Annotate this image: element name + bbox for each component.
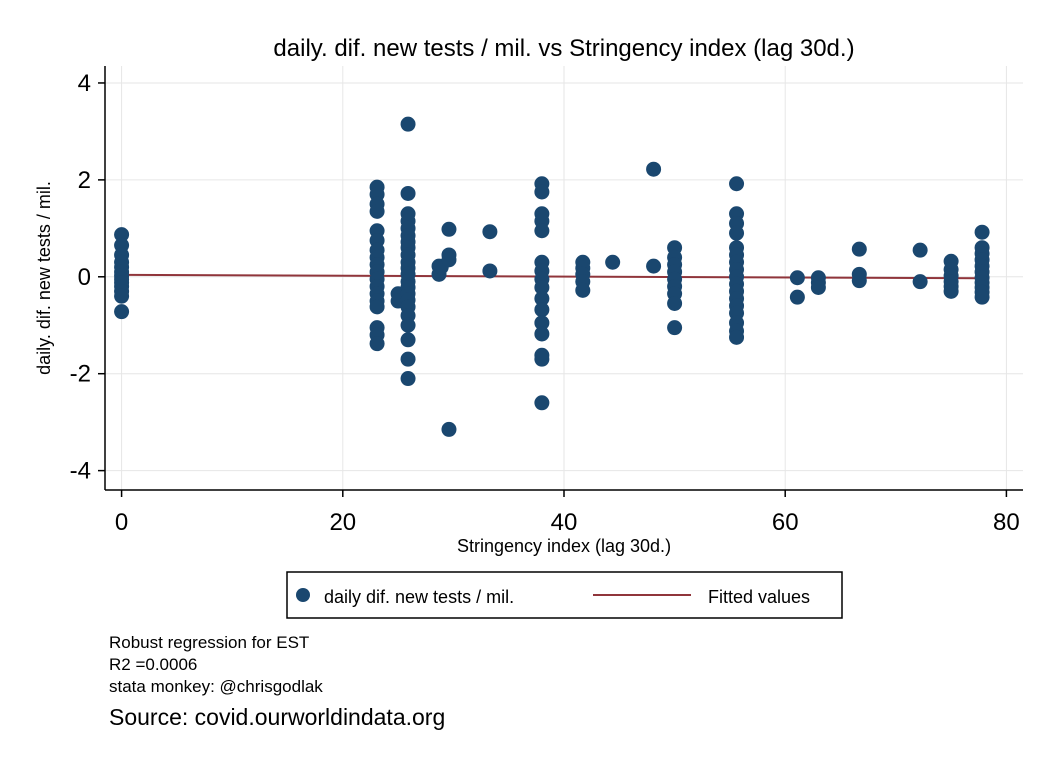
source-text: Source: covid.ourworldindata.org (109, 704, 446, 730)
chart-title: daily. dif. new tests / mil. vs Stringen… (273, 35, 854, 62)
note-regression: Robust regression for EST (109, 633, 310, 652)
data-point (789, 289, 805, 305)
x-axis-label: Stringency index (lag 30d.) (457, 536, 671, 556)
data-point (441, 421, 457, 437)
data-point (943, 283, 959, 299)
data-point (534, 184, 550, 200)
data-point (441, 252, 457, 268)
note-r2: R2 =0.0006 (109, 655, 198, 674)
data-point (729, 225, 745, 241)
note-author: stata monkey: @chrisgodlak (109, 677, 323, 696)
data-point (369, 203, 385, 219)
y-tick-label: -4 (70, 458, 91, 485)
data-point (534, 326, 550, 342)
data-point (369, 336, 385, 352)
y-tick-label: 0 (78, 264, 91, 291)
data-point (789, 270, 805, 286)
data-point (646, 161, 662, 177)
x-tick-label: 80 (993, 509, 1020, 536)
legend: daily dif. new tests / mil. Fitted value… (286, 571, 843, 619)
data-point (400, 332, 416, 348)
data-point (667, 320, 683, 336)
data-point (482, 263, 498, 279)
data-point (400, 317, 416, 333)
legend-label-fit: Fitted values (708, 587, 810, 607)
data-point (534, 395, 550, 411)
data-point (114, 227, 130, 243)
data-point (534, 315, 550, 331)
x-tick-label: 60 (772, 509, 799, 536)
grid (105, 66, 1023, 490)
data-point (400, 371, 416, 387)
data-point (534, 291, 550, 307)
data-point (441, 221, 457, 237)
data-point (575, 282, 591, 298)
legend-marker-points (296, 588, 310, 602)
x-tick-label: 0 (115, 509, 128, 536)
x-tick-label: 40 (551, 509, 578, 536)
data-point (534, 351, 550, 367)
data-point (646, 258, 662, 274)
axes: 0 20 40 60 80 -4 -2 0 2 4 (70, 66, 1023, 536)
data-point (400, 116, 416, 132)
x-tick-label: 20 (329, 509, 356, 536)
data-point (369, 299, 385, 315)
data-point (912, 242, 928, 258)
points-layer (114, 116, 990, 437)
legend-label-points: daily dif. new tests / mil. (324, 587, 514, 607)
data-point (114, 288, 130, 304)
y-axis-label: daily. dif. new tests / mil. (34, 181, 54, 375)
data-point (851, 241, 867, 257)
data-point (114, 304, 130, 320)
fitted-line-layer (121, 273, 983, 280)
data-point (729, 176, 745, 192)
data-point (400, 351, 416, 367)
data-point (974, 289, 990, 305)
data-point (974, 224, 990, 240)
data-point (534, 302, 550, 318)
data-point (400, 185, 416, 201)
data-point (912, 274, 928, 290)
data-point (605, 254, 621, 270)
data-point (810, 279, 826, 295)
y-tick-label: -2 (70, 361, 91, 388)
y-tick-label: 2 (78, 167, 91, 194)
data-point (534, 223, 550, 239)
data-point (482, 224, 498, 240)
fitted-line (121, 273, 983, 280)
data-point (729, 329, 745, 345)
data-point (534, 279, 550, 295)
y-tick-label: 4 (78, 70, 91, 97)
legend-box (286, 571, 843, 619)
data-point (851, 273, 867, 289)
data-point (667, 295, 683, 311)
